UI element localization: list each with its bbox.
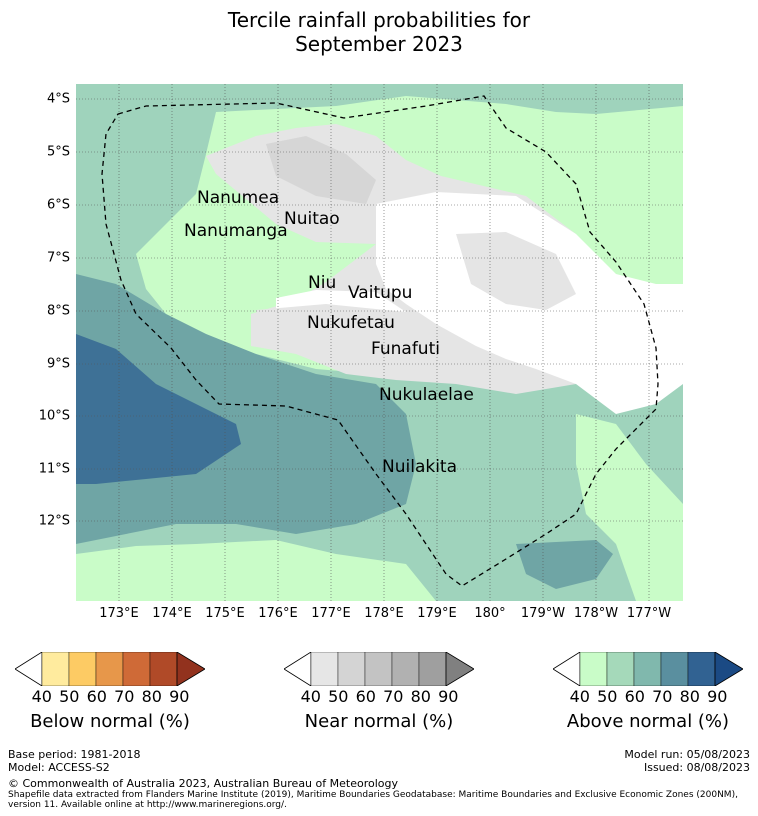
island-label-niu: Niu: [308, 273, 337, 293]
near-50-central: [256, 304, 426, 354]
colorbar-below-ticks: 40 50 60 70 80 90: [28, 687, 193, 706]
map-svg: [76, 84, 683, 601]
lon-label-176e: 176°E: [258, 606, 298, 621]
tick-label: 70: [114, 687, 135, 706]
island-label-nanumanga: Nanumanga: [184, 221, 288, 241]
lat-label-4s: 4°S: [46, 91, 70, 107]
model-name: Model: ACCESS-S2: [8, 761, 110, 774]
colorbar-near-ticks: 40 50 60 70 80 90: [297, 687, 462, 706]
issued-date: Issued: 08/08/2023: [643, 761, 750, 774]
lon-label-178e: 178°E: [364, 606, 404, 621]
title-line-1: Tercile rainfall probabilities for: [227, 8, 531, 32]
lon-label-179e: 179°E: [417, 606, 457, 621]
lon-label-179w: 179°W: [520, 606, 566, 621]
tick-label: 50: [328, 687, 349, 706]
near-50-east: [456, 232, 576, 310]
copyright: © Commonwealth of Australia 2023, Austra…: [8, 777, 398, 790]
lat-label-6s: 6°S: [46, 197, 70, 213]
lon-label-175e: 175°E: [205, 606, 245, 621]
lat-label-9s: 9°S: [46, 356, 70, 372]
tick-label: 50: [597, 687, 618, 706]
lon-label-173e: 173°E: [99, 606, 139, 621]
island-label-nuilakita: Nuilakita: [382, 457, 458, 477]
lon-label-174e: 174°E: [152, 606, 192, 621]
probability-map: [76, 84, 683, 601]
tick-label: 90: [169, 687, 190, 706]
lon-label-177e: 177°E: [311, 606, 351, 621]
island-label-funafuti: Funafuti: [371, 339, 440, 359]
shapefile-credit: Shapefile data extracted from Flanders M…: [8, 790, 738, 810]
eez-boundary: [101, 95, 659, 587]
tick-label: 60: [624, 687, 645, 706]
lat-label-7s: 7°S: [46, 250, 70, 266]
tick-label: 80: [410, 687, 431, 706]
tick-label: 80: [141, 687, 162, 706]
colorbar-above: [552, 651, 744, 687]
lat-label-12s: 12°S: [38, 513, 70, 529]
lon-label-180: 180°: [474, 606, 506, 621]
colorbar-above-label: Above normal (%): [566, 711, 730, 732]
lon-label-177w: 177°W: [626, 606, 672, 621]
tick-label: 50: [59, 687, 80, 706]
tick-label: 40: [31, 687, 52, 706]
tick-label: 70: [652, 687, 673, 706]
above-50-south: [76, 540, 436, 601]
colorbar-above-svg: [552, 651, 744, 687]
tick-label: 60: [86, 687, 107, 706]
island-label-vaitupu: Vaitupu: [348, 283, 413, 303]
colorbar-above-ticks: 40 50 60 70 80 90: [566, 687, 731, 706]
tick-label: 40: [569, 687, 590, 706]
lat-label-11s: 11°S: [38, 461, 70, 477]
near-60-north: [266, 136, 376, 204]
colorbar-below-label: Below normal (%): [30, 711, 190, 732]
colorbar-below: [14, 651, 206, 687]
graticule: [76, 84, 683, 601]
model-run: Model run: 05/08/2023: [624, 748, 750, 761]
base-period: Base period: 1981-2018: [8, 748, 141, 761]
above-70-southeast: [516, 540, 613, 589]
lat-label-10s: 10°S: [38, 408, 70, 424]
tick-label: 40: [300, 687, 321, 706]
colorbar-near-svg: [283, 651, 475, 687]
lat-label-8s: 8°S: [46, 303, 70, 319]
above-80-southwest: [76, 334, 241, 484]
chart-title: Tercile rainfall probabilities for Septe…: [0, 8, 758, 56]
tick-label: 80: [679, 687, 700, 706]
tick-label: 70: [383, 687, 404, 706]
above-50-southeast: [576, 414, 683, 601]
lon-label-178w: 178°W: [573, 606, 619, 621]
title-line-2: September 2023: [295, 32, 463, 56]
island-label-nukufetau: Nukufetau: [307, 313, 395, 333]
island-label-nuitao: Nuitao: [284, 209, 340, 229]
tick-label: 90: [707, 687, 728, 706]
tick-label: 90: [438, 687, 459, 706]
island-label-nukulaelae: Nukulaelae: [379, 385, 474, 405]
lat-label-5s: 5°S: [46, 144, 70, 160]
colorbar-near-label: Near normal (%): [304, 711, 454, 732]
island-label-nanumea: Nanumea: [197, 188, 280, 208]
colorbar-below-svg: [14, 651, 206, 687]
colorbar-near: [283, 651, 475, 687]
tick-label: 60: [355, 687, 376, 706]
